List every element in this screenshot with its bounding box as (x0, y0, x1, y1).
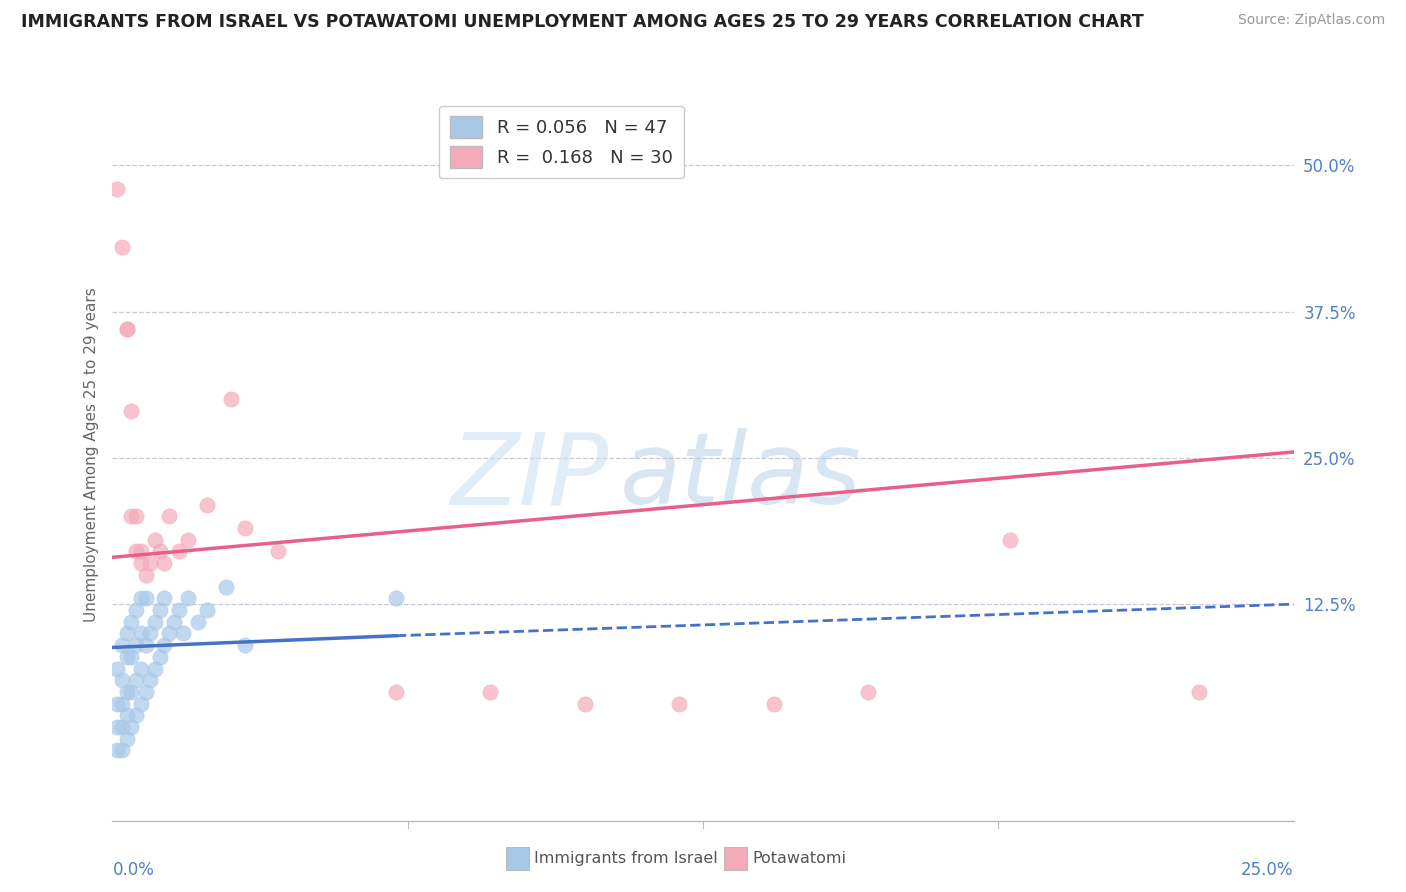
Point (115, 626, 138, 640)
Point (115, 322, 138, 336)
Point (135, 567, 157, 582)
Point (157, 626, 180, 640)
Point (167, 544, 190, 558)
Point (385, 591, 408, 606)
Point (111, 673, 134, 688)
Point (219, 392, 242, 407)
Point (115, 322, 138, 336)
Point (120, 404, 142, 418)
Point (153, 591, 176, 606)
Point (195, 603, 218, 617)
Point (129, 544, 152, 558)
Point (125, 708, 148, 723)
Point (105, 720, 128, 734)
Point (143, 615, 166, 629)
Point (120, 615, 142, 629)
Point (177, 533, 200, 547)
Point (111, 638, 134, 652)
Point (479, 685, 502, 699)
Point (111, 743, 134, 757)
Y-axis label: Unemployment Among Ages 25 to 29 years: Unemployment Among Ages 25 to 29 years (83, 287, 98, 623)
Text: atlas: atlas (620, 428, 862, 525)
Point (135, 638, 157, 652)
Point (233, 521, 256, 535)
Point (125, 638, 148, 652)
Point (1188, 685, 1211, 699)
Point (105, 182, 128, 196)
Point (668, 697, 690, 711)
Point (998, 533, 1021, 547)
Point (105, 661, 128, 675)
Text: IMMIGRANTS FROM ISRAEL VS POTAWATOMI UNEMPLOYMENT AMONG AGES 25 TO 29 YEARS CORR: IMMIGRANTS FROM ISRAEL VS POTAWATOMI UNE… (21, 13, 1144, 31)
Legend: R = 0.056   N = 47, R =  0.168   N = 30: R = 0.056 N = 47, R = 0.168 N = 30 (439, 105, 683, 178)
Text: 0.0%: 0.0% (112, 861, 155, 879)
Point (762, 697, 785, 711)
Point (858, 685, 880, 699)
Point (129, 626, 152, 640)
Point (267, 544, 290, 558)
Point (139, 626, 162, 640)
Point (125, 544, 148, 558)
Point (186, 615, 208, 629)
Point (129, 697, 152, 711)
Text: Potawatomi: Potawatomi (752, 851, 846, 866)
Point (135, 591, 157, 606)
Point (105, 743, 128, 757)
Point (115, 649, 138, 664)
Point (149, 544, 172, 558)
Point (153, 556, 176, 570)
Point (385, 685, 408, 699)
Point (105, 697, 128, 711)
Point (143, 533, 166, 547)
Text: 25.0%: 25.0% (1241, 861, 1294, 879)
Point (157, 509, 180, 524)
Point (139, 673, 162, 688)
Point (195, 498, 218, 512)
Point (111, 697, 134, 711)
Point (143, 661, 166, 675)
Point (172, 626, 194, 640)
Point (139, 556, 162, 570)
Point (149, 603, 172, 617)
Point (125, 603, 148, 617)
Point (120, 509, 142, 524)
Point (167, 603, 190, 617)
Point (149, 649, 172, 664)
Point (115, 708, 138, 723)
Point (215, 580, 238, 594)
Point (233, 638, 256, 652)
Point (129, 661, 152, 675)
Point (129, 591, 152, 606)
Point (125, 673, 148, 688)
Point (111, 240, 134, 254)
Point (111, 720, 134, 734)
Point (153, 638, 176, 652)
Text: ZIP: ZIP (450, 428, 609, 525)
Point (129, 556, 152, 570)
Point (135, 685, 157, 699)
Point (163, 615, 186, 629)
Point (125, 509, 148, 524)
Point (115, 685, 138, 699)
Point (120, 720, 142, 734)
Point (115, 731, 138, 746)
Point (177, 591, 200, 606)
Point (574, 697, 596, 711)
Point (120, 685, 142, 699)
Point (120, 649, 142, 664)
Text: Immigrants from Israel: Immigrants from Israel (534, 851, 718, 866)
Text: Source: ZipAtlas.com: Source: ZipAtlas.com (1237, 13, 1385, 28)
